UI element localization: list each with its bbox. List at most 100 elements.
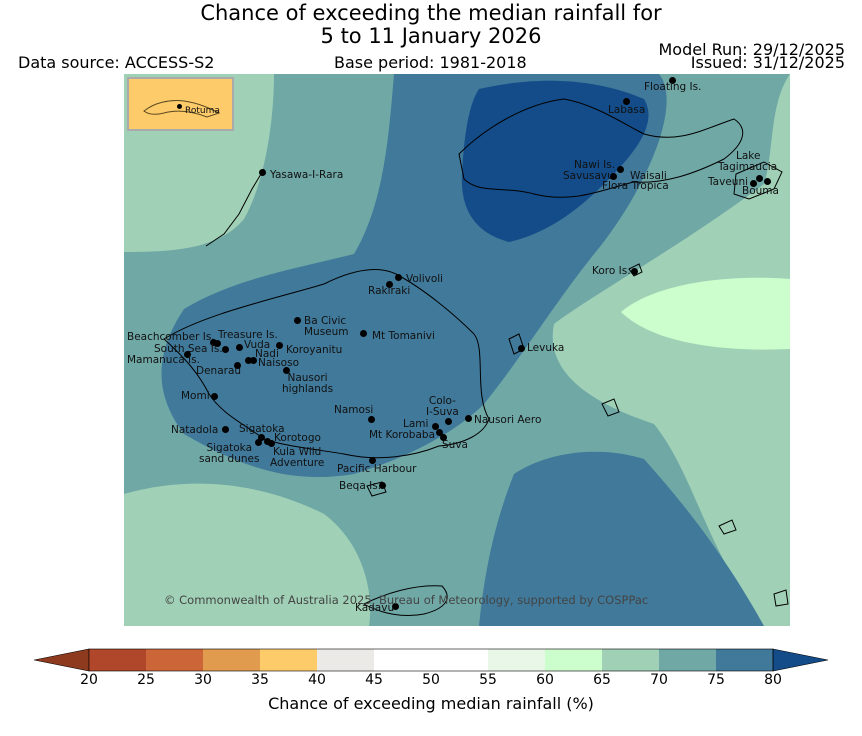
rotuma-marker-icon xyxy=(177,104,182,109)
colorbar-extend-high xyxy=(772,648,829,672)
marker-koroyanitu xyxy=(276,342,283,349)
marker-rakiraki xyxy=(386,281,393,288)
copyright-notice: © Commonwealth of Australia 2025, Bureau… xyxy=(164,593,649,607)
place-colo-i-suva-line1: Colo- xyxy=(428,395,456,407)
issued-label: Issued: 31/12/2025 xyxy=(690,53,845,72)
place-rakiraki: Rakiraki xyxy=(368,285,411,297)
place-labasa: Labasa xyxy=(608,104,646,116)
place-ba-civic-museum-line2: Museum xyxy=(304,326,349,338)
place-beachcomber-is: Beachcomber Is. xyxy=(127,331,215,343)
tick-label: 55 xyxy=(479,672,497,688)
tick-label: 20 xyxy=(80,672,98,688)
place-lake-tagimaucia-line1: Lake xyxy=(736,150,761,162)
marker-nadi xyxy=(245,357,252,364)
coast-viti-levu xyxy=(163,269,490,459)
marker-pacific-harbour xyxy=(369,457,376,464)
marker-beachcomber-is xyxy=(210,339,217,346)
zone-60-65-east xyxy=(621,277,790,350)
colorbar-label: Chance of exceeding median rainfall (%) xyxy=(268,694,594,713)
zone-65-70-northeast xyxy=(552,74,790,626)
marker-natadola xyxy=(222,426,229,433)
colorbar-segment xyxy=(374,649,431,671)
tick-label: 45 xyxy=(365,672,383,688)
place-colo-i-suva-line2: I-Suva xyxy=(426,406,459,418)
colorbar-segment xyxy=(602,649,659,671)
colorbar-segment xyxy=(716,649,773,671)
colorbar-segment xyxy=(659,649,716,671)
marker-denarau xyxy=(234,362,241,369)
marker-mt-tomanivi xyxy=(360,330,367,337)
place-bouma: Bouma xyxy=(742,185,779,197)
place-volivoli: Volivoli xyxy=(406,273,444,285)
marker-kadavu xyxy=(392,603,399,610)
marker-korotogo xyxy=(264,438,271,445)
marker-taveuni xyxy=(750,180,757,187)
colorbar-segments xyxy=(34,648,829,672)
zone-65-70-southwest xyxy=(124,483,371,626)
place-yasawa-i-rara: Yasawa-I-Rara xyxy=(270,169,344,181)
title-line-1: Chance of exceeding the median rainfall … xyxy=(200,1,662,25)
place-taveuni: Taveuni xyxy=(708,176,749,188)
place-flora-tropica: Flora Tropica xyxy=(602,180,669,192)
colorbar-segment xyxy=(488,649,545,671)
place-sigatoka: Sigatoka xyxy=(239,423,285,435)
data-source-label: Data source: ACCESS-S2 xyxy=(18,53,215,72)
place-treasure-is: Treasure Is. xyxy=(218,329,278,341)
place-denarau: Denarau xyxy=(196,365,242,377)
rotuma-inset-map: Rotuma xyxy=(127,77,234,131)
place-beqa-is: Beqa Is. xyxy=(339,480,382,492)
marker-floating-is xyxy=(669,77,676,84)
place-nausori-highlands: Nausori highlands xyxy=(282,373,333,395)
marker-sigatoka-sand-dunes xyxy=(255,439,262,446)
coast-vanua-levu xyxy=(458,98,744,198)
marker-volivoli xyxy=(395,274,402,281)
marker-ba-civic-museum xyxy=(294,317,301,324)
marker-mt-korobaba xyxy=(436,429,443,436)
place-kula-wild-adventure: Kula Wild Adventure xyxy=(270,447,324,469)
marker-namosi xyxy=(368,416,375,423)
colorbar-segment xyxy=(545,649,602,671)
place-colo-i-suva: Colo- I-Suva xyxy=(426,396,459,418)
marker-savusavu xyxy=(610,173,617,180)
colorbar-segment xyxy=(203,649,260,671)
marker-treasure-is xyxy=(214,340,221,347)
marker-lake-tagimaucia xyxy=(756,175,763,182)
place-waisali: Waisali xyxy=(630,170,667,182)
rainfall-probability-map xyxy=(124,74,790,626)
coast-beqa xyxy=(366,481,387,497)
place-mt-korobaba: Mt Korobaba xyxy=(369,429,436,441)
tick-label: 60 xyxy=(536,672,554,688)
place-lake-tagimaucia: Lake Tagimaucia xyxy=(718,151,777,173)
place-nausori-highlands-line1: Nausori xyxy=(287,372,328,384)
place-natadola: Natadola xyxy=(171,424,219,436)
colorbar-segment xyxy=(317,649,374,671)
marker-suva xyxy=(440,434,447,441)
marker-nausori-aero xyxy=(465,415,472,422)
model-run-label: Model Run: 29/12/2025 xyxy=(658,40,846,59)
tick-label: 70 xyxy=(650,672,668,688)
marker-koro-is xyxy=(631,268,638,275)
place-ba-civic-museum: Ba Civic Museum xyxy=(304,316,349,338)
marker-nausori-highlands xyxy=(283,367,290,374)
place-savusavu: Savusavu xyxy=(563,170,614,182)
tick-label: 50 xyxy=(422,672,440,688)
colorbar-segment xyxy=(260,649,317,671)
place-lami: Lami xyxy=(403,418,429,430)
tick-label: 80 xyxy=(764,672,782,688)
coast-yasawa xyxy=(205,168,265,247)
place-vuda: Vuda xyxy=(244,339,271,351)
rotuma-label: Rotuma xyxy=(185,106,220,116)
marker-bouma xyxy=(764,178,771,185)
place-south-sea-is: South Sea Is. xyxy=(154,343,223,355)
coast-lau-2 xyxy=(773,589,789,607)
marker-labasa xyxy=(623,98,630,105)
tick-label: 40 xyxy=(308,672,326,688)
tick-label: 35 xyxy=(251,672,269,688)
zone-75-80-south xyxy=(479,451,764,626)
colorbar-frame xyxy=(88,648,774,672)
place-lake-tagimaucia-line2: Tagimaucia xyxy=(718,161,778,173)
coast-kadavu xyxy=(362,585,448,617)
coastlines xyxy=(163,98,789,617)
colorbar-segment xyxy=(431,649,488,671)
coast-lau-1 xyxy=(718,519,737,535)
